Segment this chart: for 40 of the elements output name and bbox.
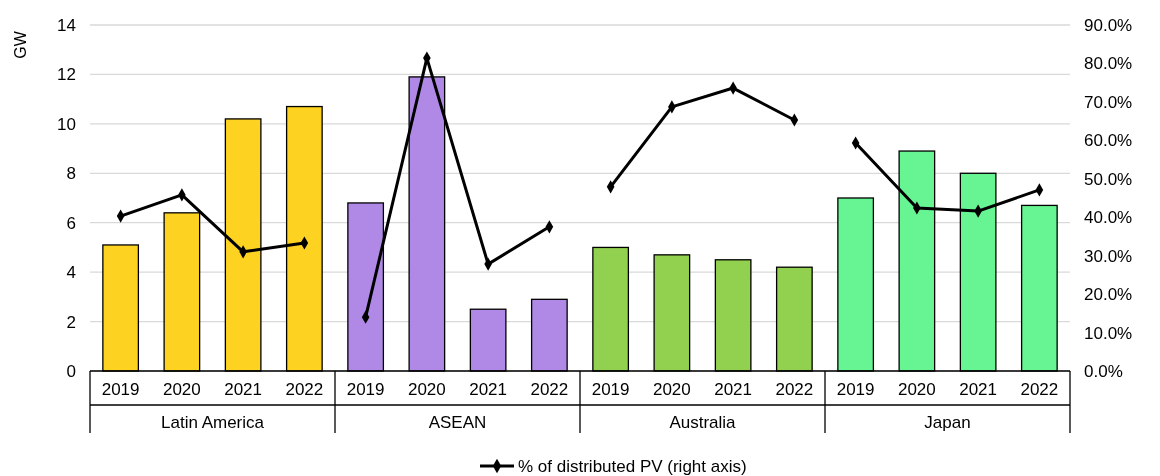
x-tick-label: 2019 (836, 380, 875, 399)
y-tick-label: 14 (57, 15, 76, 35)
x-tick-label: 2022 (285, 380, 324, 399)
x-tick-label: 2019 (591, 380, 630, 399)
x-tick-label: 2021 (714, 380, 753, 399)
y-tick-label: 12 (57, 65, 76, 85)
y2-tick-label: 40.0% (1084, 208, 1133, 228)
text: ASEAN (428, 413, 487, 432)
y2-tick-label: 60.0% (1084, 131, 1133, 151)
y2-tick-label: 50.0% (1084, 169, 1133, 189)
legend-label: % of distributed PV (right axis) (518, 457, 747, 476)
x-tick-label: 2022 (1020, 380, 1059, 399)
y2-tick-label: 10.0% (1084, 323, 1133, 343)
x-tick-label: 2020 (652, 380, 691, 399)
x-tick-label: 2019 (346, 380, 385, 399)
x-tick-label: 2020 (162, 380, 201, 399)
y2-tick-label: 20.0% (1084, 285, 1133, 305)
x-tick-label: 2021 (959, 380, 998, 399)
text: Australia (669, 413, 737, 432)
y-tick-label: 6 (66, 213, 76, 233)
y2-tick-label: 70.0% (1084, 92, 1133, 112)
y-tick-label: 10 (57, 114, 76, 134)
y-tick-label: 0 (66, 361, 76, 381)
x-tick-label: 2020 (897, 380, 936, 399)
text: Latin America (161, 413, 265, 432)
y2-tick-label: 0.0% (1084, 361, 1123, 381)
x-tick-label: 2020 (407, 380, 446, 399)
y-axis-title: GW (12, 30, 29, 59)
x-tick-label: 2022 (530, 380, 569, 399)
y2-tick-label: 30.0% (1084, 246, 1133, 266)
x-tick-label: 2022 (775, 380, 814, 399)
y2-tick-label: 90.0% (1084, 15, 1133, 35)
text: Japan (924, 413, 971, 432)
x-tick-label: 2019 (101, 380, 140, 399)
y-tick-label: 2 (66, 312, 76, 332)
x-tick-label: 2021 (224, 380, 263, 399)
y-tick-label: 4 (66, 263, 76, 283)
y-tick-label: 8 (66, 164, 76, 184)
x-tick-label: 2021 (469, 380, 508, 399)
y2-tick-label: 80.0% (1084, 54, 1133, 74)
